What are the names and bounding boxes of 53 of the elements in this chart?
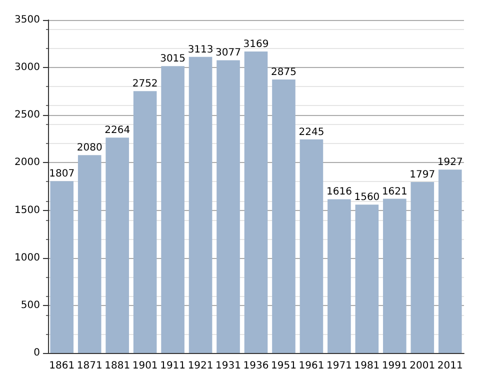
data-label: 2264 <box>104 125 130 136</box>
data-label: 3113 <box>188 44 214 56</box>
bar <box>106 138 129 353</box>
data-label: 3169 <box>243 38 269 50</box>
data-label: 3077 <box>216 48 241 59</box>
bar <box>300 139 324 353</box>
x-tick-label: 1936 <box>243 360 269 372</box>
bar <box>410 182 434 353</box>
y-tick-label: 2000 <box>14 157 40 168</box>
bar <box>216 60 240 353</box>
x-tick-label: 2011 <box>437 360 463 372</box>
bar <box>50 181 74 353</box>
data-label: 1927 <box>437 157 463 168</box>
x-tick-label: 1961 <box>298 360 324 372</box>
data-label: 1807 <box>49 168 75 180</box>
bar <box>438 170 462 353</box>
bar <box>383 198 406 353</box>
y-tick-label: 3500 <box>14 14 40 26</box>
y-tick-label: 1000 <box>14 252 40 264</box>
x-tick-label: 1921 <box>188 360 214 372</box>
x-tick-label: 1931 <box>216 360 241 372</box>
x-tick-label: 1861 <box>49 360 75 372</box>
x-tick-label: 1971 <box>326 360 352 372</box>
y-tick-label: 0 <box>34 348 40 358</box>
x-tick-label: 2001 <box>410 360 436 372</box>
data-label: 1797 <box>410 170 436 181</box>
bar <box>78 155 102 353</box>
x-tick-label: 1901 <box>132 360 158 372</box>
y-tick-label: 3000 <box>14 62 40 74</box>
x-tick-label: 1871 <box>76 360 102 372</box>
data-label: 2245 <box>298 126 324 138</box>
data-label: 3015 <box>160 54 186 65</box>
bar <box>355 204 379 353</box>
data-label: 1621 <box>382 186 408 198</box>
x-tick-label: 1981 <box>354 360 380 372</box>
data-label: 1560 <box>354 192 380 204</box>
y-tick-label: 500 <box>20 300 40 311</box>
bar <box>328 199 351 353</box>
x-tick-label: 1991 <box>382 360 408 372</box>
x-tick-label: 1951 <box>271 360 296 372</box>
bar <box>272 79 296 353</box>
bar <box>188 56 212 353</box>
x-tick-label: 1911 <box>160 360 186 372</box>
data-label: 2752 <box>132 78 158 90</box>
data-label: 2080 <box>76 142 102 154</box>
bar <box>133 91 157 353</box>
y-tick-label: 1500 <box>14 204 40 216</box>
x-tick-label: 1881 <box>104 360 130 372</box>
data-label: 1616 <box>326 186 352 198</box>
y-tick-label: 2500 <box>14 110 40 121</box>
bar <box>161 66 184 353</box>
bar <box>244 51 268 353</box>
data-label: 2875 <box>271 66 296 78</box>
